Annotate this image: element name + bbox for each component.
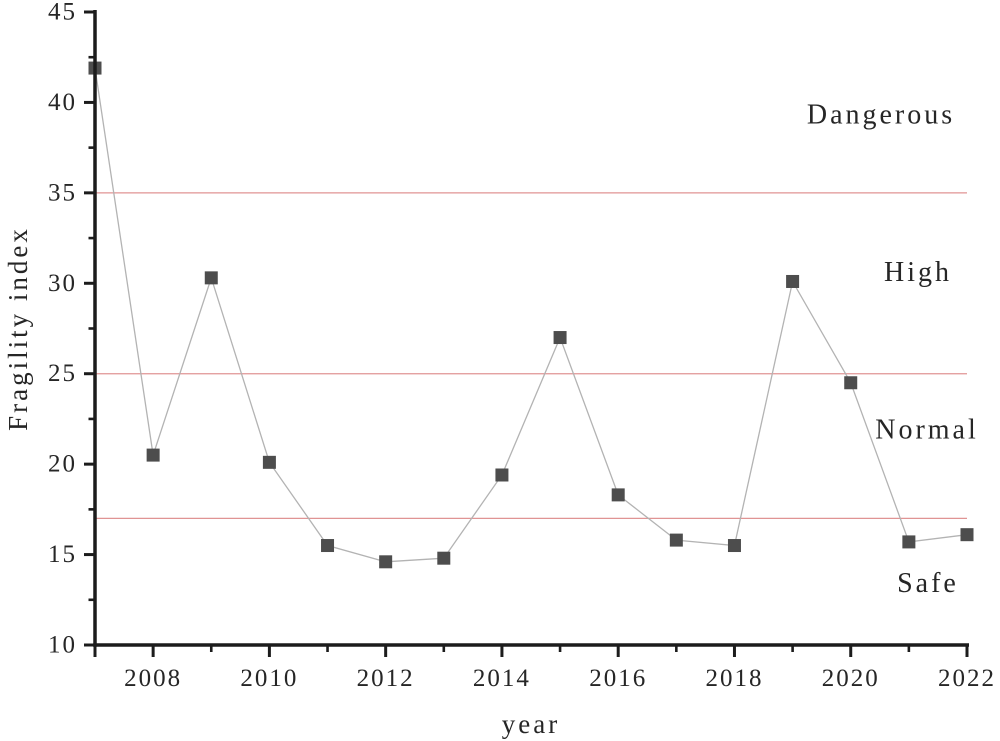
y-tick-label-10: 10 <box>48 632 77 659</box>
data-point-marker-2022 <box>960 528 974 542</box>
y-tick-label-35: 35 <box>48 179 77 206</box>
data-point-marker-2018 <box>727 539 741 553</box>
data-point-marker-2010 <box>262 455 276 469</box>
data-point-marker-2011 <box>321 539 335 553</box>
data-series-line <box>94 67 968 563</box>
x-tick-label-2010: 2010 <box>240 665 298 692</box>
data-point-marker-2019 <box>786 274 800 288</box>
x-tick-label-2008: 2008 <box>124 665 182 692</box>
y-axis-title: Fragility index <box>3 226 33 431</box>
y-tick-label-40: 40 <box>48 89 77 116</box>
y-tick-label-45: 45 <box>48 0 77 26</box>
data-point-marker-2012 <box>379 555 393 569</box>
x-tick-label-2014: 2014 <box>473 665 531 692</box>
zone-label-high: High <box>884 257 952 288</box>
x-axis-title: year <box>502 709 560 739</box>
data-point-marker-2015 <box>553 331 567 345</box>
x-tick-label-2018: 2018 <box>705 665 763 692</box>
data-point-marker-2008 <box>146 448 160 462</box>
data-point-marker-2020 <box>844 376 858 390</box>
y-tick-label-15: 15 <box>48 541 77 568</box>
x-tick-label-2020: 2020 <box>822 665 880 692</box>
zone-label-normal: Normal <box>875 414 979 445</box>
zone-label-dangerous: Dangerous <box>807 100 955 131</box>
x-tick-label-2012: 2012 <box>357 665 415 692</box>
data-point-marker-2017 <box>669 533 683 547</box>
zone-label-safe: Safe <box>897 568 959 599</box>
y-tick-label-25: 25 <box>48 360 77 387</box>
x-tick-label-2022: 2022 <box>938 665 996 692</box>
data-point-marker-2021 <box>902 535 916 549</box>
y-tick-label-20: 20 <box>48 451 77 478</box>
x-tick-label-2016: 2016 <box>589 665 647 692</box>
data-point-marker-2009 <box>204 271 218 285</box>
data-point-marker-2014 <box>495 468 509 482</box>
data-point-marker-2016 <box>611 488 625 502</box>
y-tick-label-30: 30 <box>48 270 77 297</box>
data-point-marker-2013 <box>437 551 451 565</box>
